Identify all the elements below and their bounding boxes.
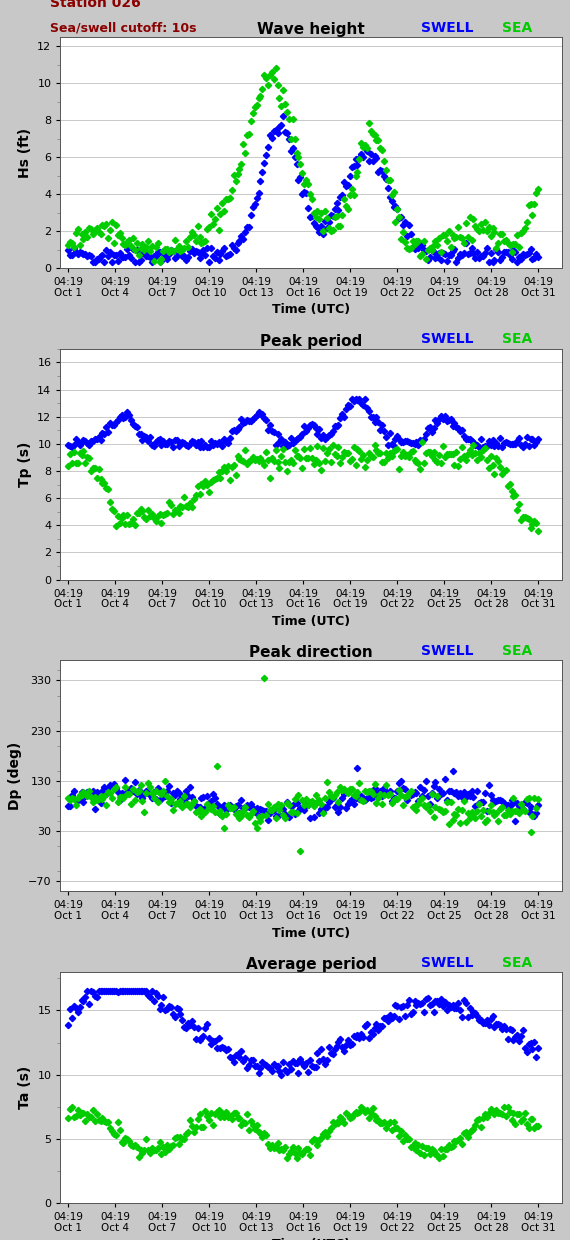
- Y-axis label: Ta (s): Ta (s): [18, 1065, 32, 1109]
- X-axis label: Time (UTC): Time (UTC): [272, 615, 350, 627]
- Text: SEA: SEA: [502, 332, 532, 346]
- Text: SWELL: SWELL: [421, 332, 474, 346]
- Text: Sea/swell cutoff: 10s: Sea/swell cutoff: 10s: [50, 22, 197, 35]
- Y-axis label: Tp (s): Tp (s): [18, 441, 32, 487]
- X-axis label: Time (UTC): Time (UTC): [272, 926, 350, 940]
- Text: SWELL: SWELL: [421, 644, 474, 658]
- Title: Wave height: Wave height: [257, 22, 365, 37]
- Text: SEA: SEA: [502, 21, 532, 35]
- Title: Average period: Average period: [246, 957, 376, 972]
- Text: SEA: SEA: [502, 956, 532, 970]
- Text: SWELL: SWELL: [421, 956, 474, 970]
- Title: Peak period: Peak period: [260, 334, 362, 348]
- Text: SEA: SEA: [502, 644, 532, 658]
- Title: Peak direction: Peak direction: [249, 645, 373, 661]
- Y-axis label: Dp (deg): Dp (deg): [9, 742, 22, 810]
- X-axis label: Time (UTC): Time (UTC): [272, 1239, 350, 1240]
- Y-axis label: Hs (ft): Hs (ft): [18, 128, 32, 177]
- Text: SWELL: SWELL: [421, 21, 474, 35]
- X-axis label: Time (UTC): Time (UTC): [272, 304, 350, 316]
- Text: Station 026: Station 026: [50, 0, 141, 10]
